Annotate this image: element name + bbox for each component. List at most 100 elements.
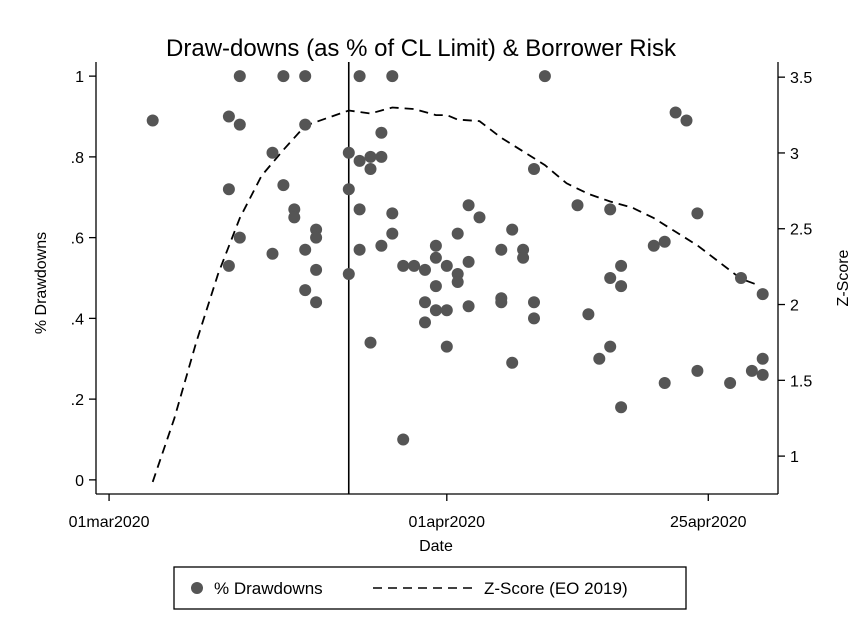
- drawdown-point: [397, 259, 410, 272]
- chart-title: Draw-downs (as % of CL Limit) & Borrower…: [166, 35, 677, 62]
- drawdown-point: [342, 146, 355, 159]
- drawdowns-series: [146, 70, 769, 446]
- drawdown-point: [582, 308, 595, 321]
- drawdown-point: [615, 259, 628, 272]
- legend: % Drawdowns Z-Score (EO 2019): [173, 566, 687, 610]
- drawdown-point: [277, 70, 290, 83]
- x-tick-label: 01apr2020: [409, 514, 486, 531]
- drawdown-point: [375, 126, 388, 139]
- y-right-tick-label: 2.5: [790, 222, 812, 239]
- y-axis-right-label: Z-Score: [835, 249, 852, 306]
- x-tick-label: 25apr2020: [670, 514, 747, 531]
- drawdown-point: [375, 239, 388, 252]
- drawdown-point: [277, 179, 290, 192]
- y-left-tick-label: 1: [75, 69, 84, 86]
- y-right-tick-label: 3: [790, 146, 799, 163]
- drawdown-point: [310, 296, 323, 309]
- drawdown-point: [528, 296, 540, 309]
- drawdown-point: [408, 259, 421, 272]
- drawdown-point: [386, 207, 399, 220]
- drawdown-point: [353, 243, 366, 256]
- legend-label-zscore: Z-Score (EO 2019): [484, 579, 628, 598]
- legend-label-drawdowns: % Drawdowns: [214, 579, 323, 598]
- drawdown-point: [353, 70, 366, 83]
- drawdown-point: [429, 239, 442, 252]
- drawdown-point: [647, 239, 660, 252]
- drawdown-point: [680, 114, 693, 127]
- x-axis-label: Date: [419, 538, 453, 555]
- drawdown-point: [451, 276, 464, 288]
- drawdown-point: [353, 154, 366, 167]
- x-axis: 01mar2020 01apr2020 25apr2020: [69, 494, 747, 531]
- drawdown-point: [299, 243, 312, 256]
- drawdown-point: [440, 340, 453, 353]
- zscore-series: [151, 106, 758, 483]
- y-axis-left: 0 .2 .4 .6 .8 1: [71, 69, 96, 490]
- drawdown-point: [604, 340, 617, 353]
- drawdown-point: [756, 352, 769, 365]
- drawdown-point: [506, 356, 519, 369]
- drawdown-point: [266, 247, 279, 260]
- drawdown-point: [299, 118, 312, 131]
- drawdown-point: [299, 284, 312, 297]
- x-tick-label: 01mar2020: [69, 514, 150, 531]
- drawdown-point: [146, 114, 159, 127]
- drawdown-point: [571, 199, 584, 212]
- drawdown-point: [756, 368, 769, 381]
- drawdown-point: [222, 259, 235, 272]
- drawdown-point: [342, 268, 355, 280]
- drawdown-point: [473, 211, 486, 224]
- drawdown-point: [353, 203, 366, 216]
- drawdown-point: [658, 377, 671, 389]
- drawdown-point: [233, 70, 246, 83]
- drawdown-point: [528, 312, 540, 325]
- drawdown-point: [440, 304, 453, 317]
- drawdown-point: [691, 207, 704, 220]
- drawdown-point: [429, 280, 442, 293]
- drawdown-point: [364, 150, 377, 163]
- drawdown-point: [658, 235, 671, 248]
- drawdown-point: [440, 259, 453, 272]
- drawdown-point: [691, 364, 704, 377]
- drawdown-point: [615, 401, 628, 414]
- zscore-line: [151, 106, 758, 483]
- drawdown-point: [342, 183, 355, 196]
- drawdown-point: [419, 296, 431, 309]
- drawdown-point: [495, 243, 508, 256]
- drawdown-point: [233, 118, 246, 131]
- drawdown-point: [669, 106, 682, 119]
- drawdown-point: [495, 296, 508, 309]
- drawdown-point: [419, 263, 431, 276]
- drawdown-point: [462, 255, 475, 268]
- y-axis-left-label: % Drawdowns: [33, 232, 50, 334]
- y-left-tick-label: .6: [71, 231, 84, 248]
- drawdown-point: [386, 227, 399, 240]
- drawdown-point: [462, 300, 475, 313]
- drawdown-point: [364, 336, 377, 349]
- drawdown-point: [288, 211, 301, 224]
- drawdown-point: [299, 70, 312, 83]
- drawdown-point: [451, 227, 464, 240]
- drawdown-point: [593, 352, 606, 365]
- legend-box: [173, 566, 687, 610]
- drawdown-point: [538, 70, 551, 83]
- drawdown-point: [266, 146, 279, 159]
- legend-marker-drawdowns: [191, 582, 203, 594]
- drawdown-point: [735, 272, 747, 284]
- drawdown-point: [745, 364, 758, 377]
- y-right-tick-label: 1: [790, 449, 799, 466]
- drawdown-point: [604, 272, 617, 284]
- drawdown-point: [375, 150, 388, 163]
- drawdown-point: [724, 377, 737, 389]
- drawdown-point: [506, 223, 519, 236]
- drawdown-point: [429, 251, 442, 264]
- drawdown-point: [429, 304, 442, 317]
- drawdown-point: [604, 203, 617, 216]
- drawdown-point: [222, 183, 235, 196]
- drawdown-point: [756, 288, 769, 301]
- y-axis-right: 1 1.5 2 2.5 3 3.5: [778, 70, 812, 466]
- plot-area: [95, 62, 779, 495]
- drawdown-point: [386, 70, 399, 83]
- drawdown-point: [517, 251, 530, 264]
